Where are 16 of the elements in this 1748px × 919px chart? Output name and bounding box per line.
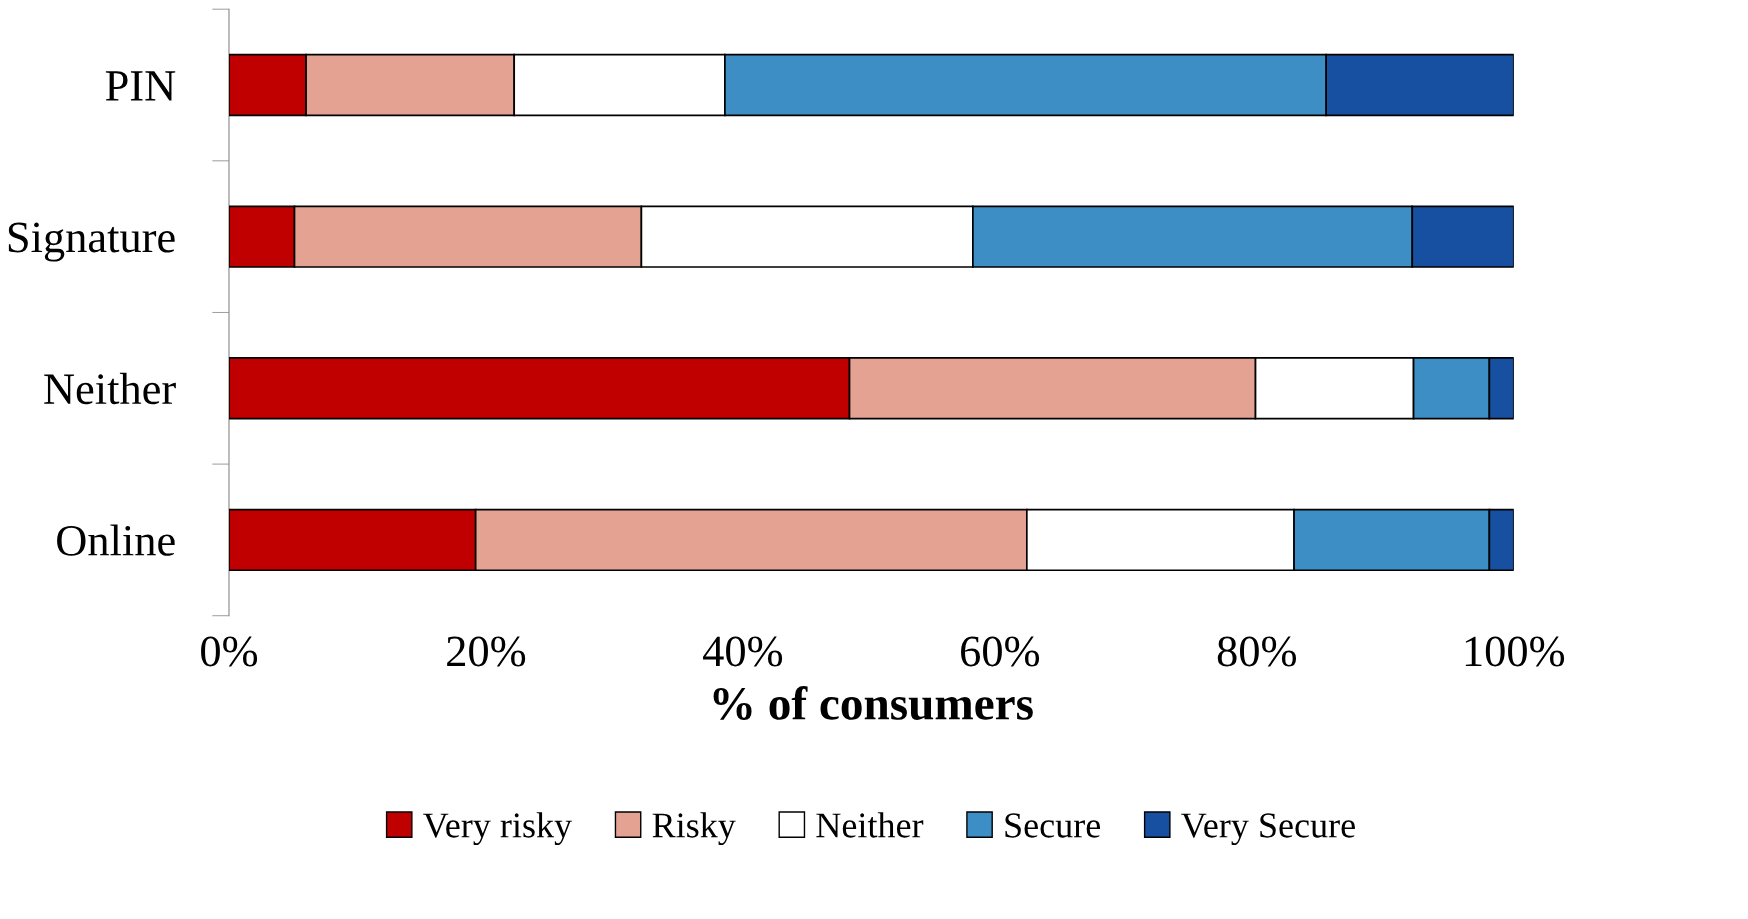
x-tick-label: 60%: [961, 636, 1040, 667]
legend-label: Very Secure: [1181, 813, 1355, 846]
x-tick-label: 20%: [447, 636, 526, 667]
x-axis-title: % of consumers: [713, 686, 1033, 720]
legend-label: Neither: [816, 812, 924, 838]
x-tick-label: 40%: [703, 636, 783, 667]
x-tick-label: 80%: [1217, 636, 1297, 667]
x-tick-label: 100%: [1465, 636, 1565, 667]
y-tick-label: Signature: [8, 222, 175, 262]
x-tick-label: 0%: [201, 636, 258, 667]
legend-label: Risky: [652, 812, 736, 846]
y-tick-label: Online: [57, 524, 175, 556]
y-tick-label: Neither: [44, 372, 176, 405]
legend-label: Secure: [1005, 813, 1101, 838]
legend-label: Very risky: [423, 812, 572, 846]
y-tick-label: PIN: [105, 71, 176, 101]
